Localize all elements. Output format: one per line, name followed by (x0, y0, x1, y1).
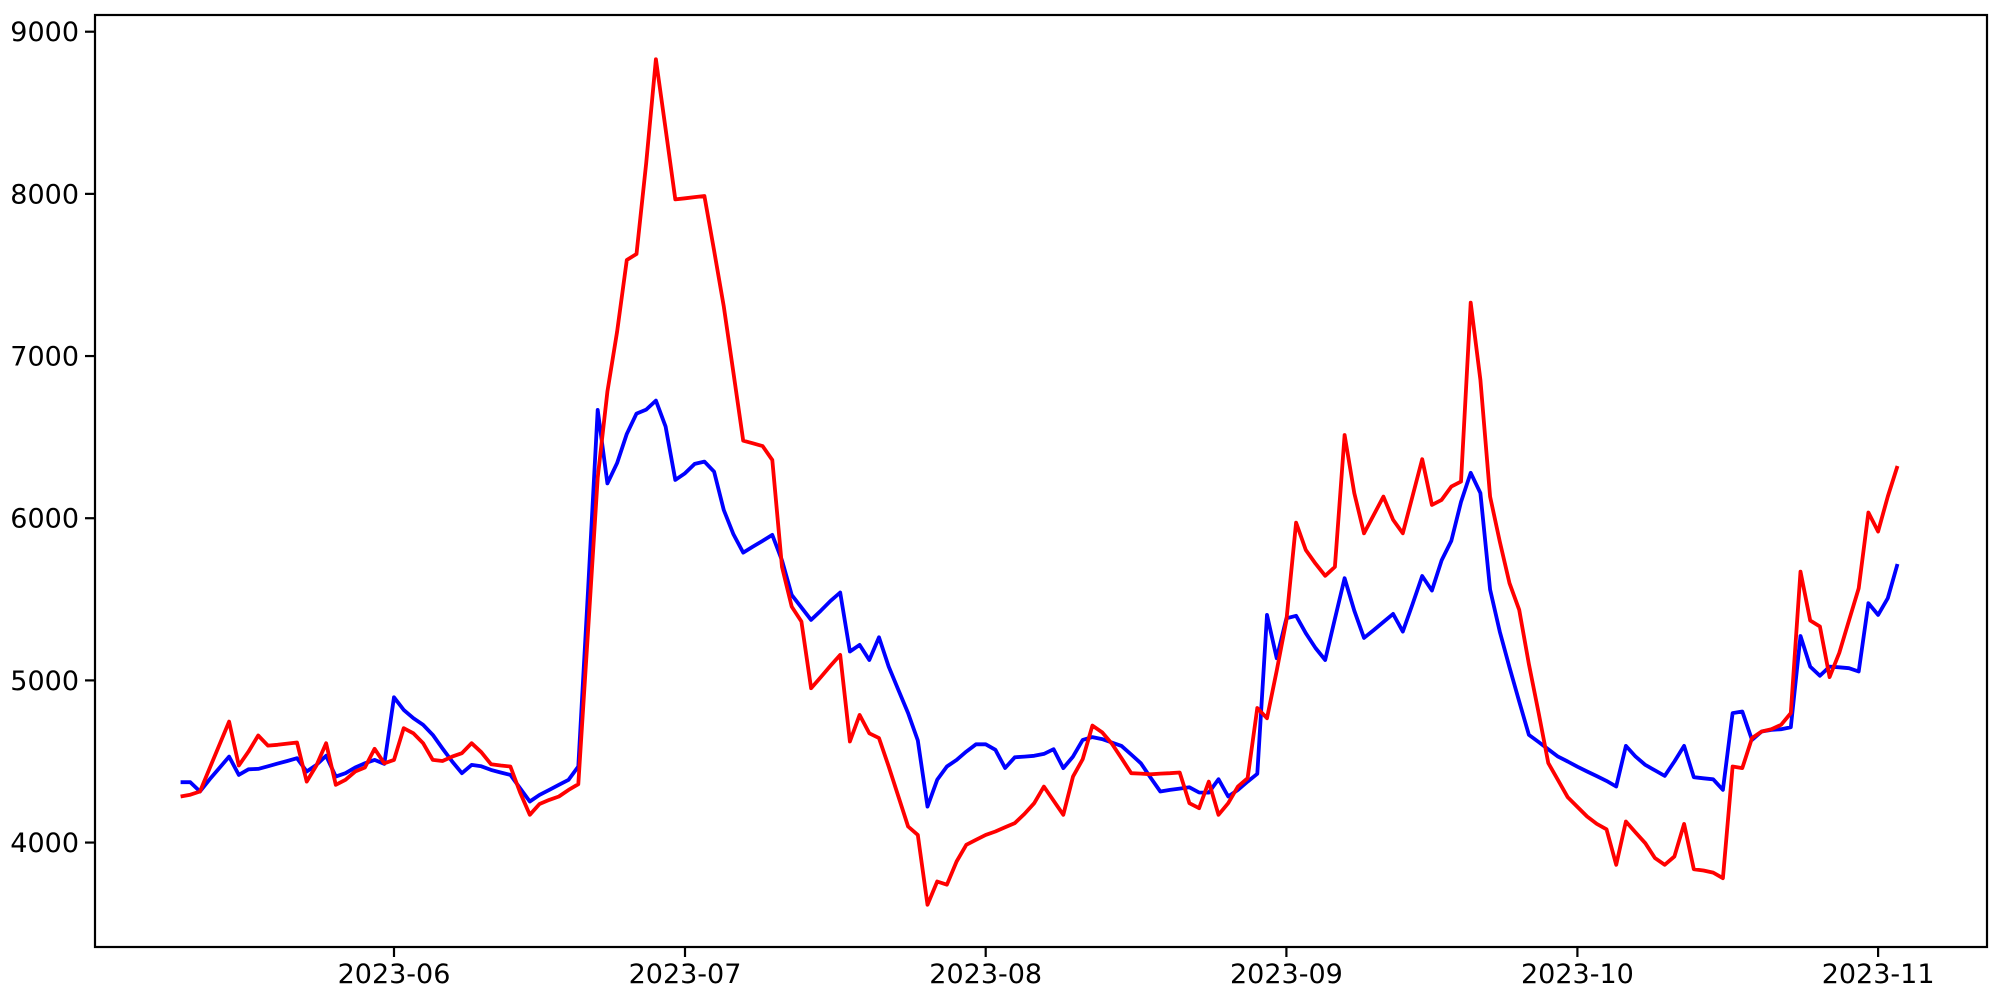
x-tick-label: 2023-09 (1230, 959, 1343, 990)
axes-frame (93, 13, 1989, 949)
y-tick-label: 8000 (10, 179, 79, 210)
x-tick-label: 2023-06 (338, 959, 451, 990)
x-tick-label: 2023-07 (629, 959, 742, 990)
y-tick-label: 6000 (10, 504, 79, 535)
blue-series-line (180, 398, 1900, 809)
x-tick-label: 2023-10 (1521, 959, 1634, 990)
y-tick-label: 5000 (10, 666, 79, 697)
x-tick-label: 2023-08 (929, 959, 1042, 990)
x-tick-label: 2023-11 (1822, 959, 1935, 990)
y-tick-label: 7000 (10, 341, 79, 372)
y-tick-label: 9000 (10, 17, 79, 48)
y-tick-label: 4000 (10, 828, 79, 859)
red-series-line (180, 57, 1900, 907)
